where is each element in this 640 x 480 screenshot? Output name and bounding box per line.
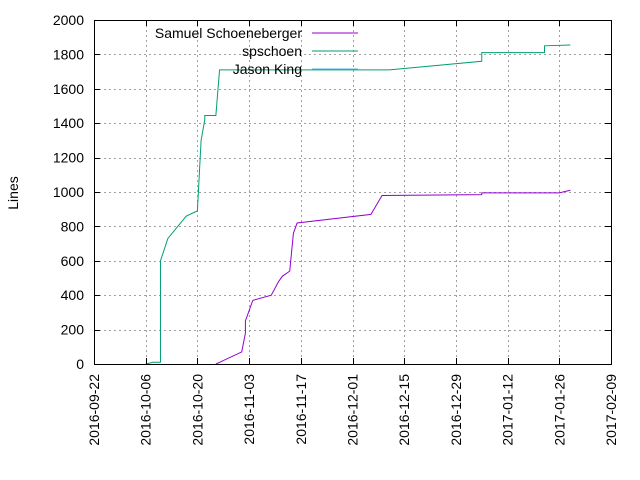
x-tick-label: 2016-10-06 (138, 374, 154, 446)
x-tick-label: 2016-10-20 (189, 374, 205, 446)
x-tick-label: 2016-11-03 (241, 374, 257, 445)
grid-lines (94, 20, 611, 364)
series-line-spschoen (145, 44, 571, 365)
x-tick-label: 2017-02-09 (603, 374, 619, 446)
y-tick-label: 1800 (53, 46, 84, 62)
y-tick-label: 1200 (53, 150, 84, 166)
legend-label: spschoen (242, 43, 302, 59)
x-tick-label: 2017-01-26 (551, 374, 567, 446)
y-tick-label: 2000 (53, 12, 84, 28)
y-tick-label: 1600 (53, 81, 84, 97)
y-axis-label: Lines (5, 176, 21, 209)
y-tick-label: 1000 (53, 184, 84, 200)
axis-ticks: 0 200 400 600 800 1000 1200 1400 1600 1800 2000 201… (53, 12, 619, 446)
series-line-samuel-schoeneberger (215, 189, 571, 365)
legend-label: Jason King (233, 61, 302, 77)
x-tick-label: 2016-11-17 (293, 374, 309, 445)
y-tick-label: 400 (61, 287, 85, 303)
x-tick-label: 2016-09-22 (86, 374, 102, 446)
y-tick-label: 600 (61, 253, 85, 269)
x-tick-label: 2016-12-15 (396, 374, 412, 446)
y-tick-label: 0 (76, 356, 84, 372)
x-tick-label: 2016-12-01 (345, 374, 361, 446)
x-tick-label: 2017-01-12 (500, 374, 516, 446)
series-lines (145, 44, 571, 365)
x-tick-label: 2016-12-29 (448, 374, 464, 446)
legend: Samuel Schoeneberger spschoen Jason King (155, 25, 358, 77)
y-tick-label: 1400 (53, 115, 84, 131)
legend-label: Samuel Schoeneberger (155, 25, 302, 41)
y-tick-label: 800 (61, 218, 85, 234)
y-tick-label: 200 (61, 322, 85, 338)
